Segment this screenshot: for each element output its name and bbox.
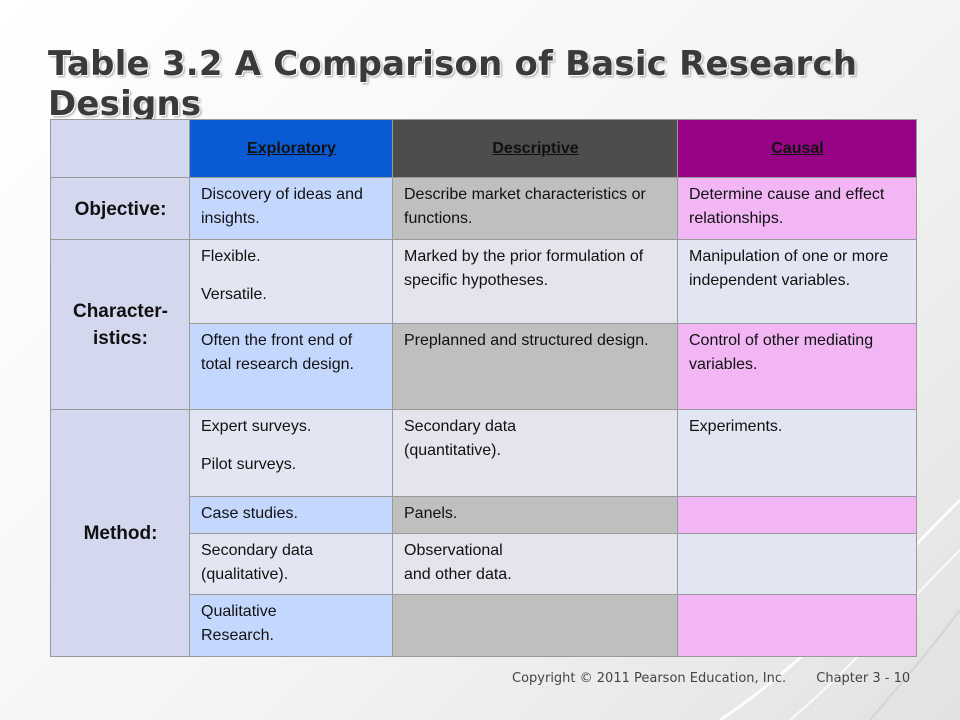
cell-text-qualitative-line1: Qualitative: [201, 603, 277, 620]
row-label-method: Method:: [50, 409, 190, 657]
row-label-characteristics-line1: Character-: [72, 301, 169, 322]
copyright-notice: Copyright © 2011 Pearson Education, Inc.: [512, 671, 787, 686]
table-row-method-2: Case studies. Panels.: [51, 496, 917, 534]
table-row-method-3: Secondary data (qualitative). Observatio…: [51, 533, 917, 595]
cell-characteristics-exploratory-2: Often the front end of total research de…: [189, 323, 393, 410]
cell-characteristics-descriptive-1: Marked by the prior formulation of speci…: [392, 239, 678, 324]
cell-text-versatile: Versatile.: [201, 286, 267, 303]
table-row-characteristics-1: Character- istics: Flexible. Versatile. …: [50, 239, 917, 410]
column-header-causal[interactable]: Causal: [677, 119, 917, 178]
cell-method-exploratory-2: Case studies.: [189, 496, 393, 534]
chapter-page-number: Chapter 3 - 10: [816, 671, 911, 686]
cell-characteristics-exploratory-1: Flexible. Versatile.: [189, 239, 393, 324]
cell-objective-exploratory: Discovery of ideas and insights.: [189, 177, 393, 240]
row-label-characteristics: Character- istics:: [50, 239, 190, 410]
cell-method-exploratory-3: Secondary data (qualitative).: [189, 533, 393, 595]
table-header-row: Exploratory Descriptive Causal: [50, 119, 917, 178]
cell-method-exploratory-4: Qualitative Research.: [189, 594, 393, 657]
cell-method-causal-4: [677, 594, 917, 657]
cell-text-observational-line2: and other data.: [404, 566, 512, 583]
cell-text-observational-line1: Observational: [404, 542, 503, 559]
cell-characteristics-descriptive-2: Preplanned and structured design.: [392, 323, 678, 410]
cell-method-descriptive-4: [392, 594, 678, 657]
cell-text-secondary-qual-line1: Secondary data: [201, 542, 314, 559]
cell-text-qualitative-line2: Research.: [201, 627, 274, 644]
column-header-descriptive[interactable]: Descriptive: [392, 119, 678, 178]
cell-method-descriptive-3: Observational and other data.: [392, 533, 678, 595]
table-row-objective: Objective: Discovery of ideas and insigh…: [50, 177, 917, 240]
column-header-exploratory[interactable]: Exploratory: [189, 119, 393, 178]
row-label-characteristics-line2: istics:: [93, 328, 148, 349]
cell-objective-causal: Determine cause and effect relationships…: [677, 177, 917, 240]
row-label-objective: Objective:: [50, 177, 190, 240]
cell-text-expert-surveys: Expert surveys.: [201, 418, 312, 435]
comparison-table: Exploratory Descriptive Causal Objective…: [50, 119, 917, 657]
cell-text-flexible: Flexible.: [201, 248, 261, 265]
cell-objective-descriptive: Describe market characteristics or funct…: [392, 177, 678, 240]
cell-text-secondary-quant-line1: Secondary data: [404, 418, 517, 435]
cell-characteristics-causal-1: Manipulation of one or more independent …: [677, 239, 917, 324]
cell-method-causal-1: Experiments.: [677, 409, 917, 497]
table-row-method-1: Method: Expert surveys. Pilot surveys. S…: [50, 409, 917, 657]
cell-method-descriptive-1: Secondary data (quantitative).: [392, 409, 678, 497]
table-corner-cell: [50, 119, 190, 178]
slide-title: Table 3.2 A Comparison of Basic Research…: [48, 44, 858, 124]
slide-footer: Copyright © 2011 Pearson Education, Inc.…: [512, 671, 910, 686]
table-row-characteristics-2: Often the front end of total research de…: [51, 323, 917, 410]
cell-method-causal-3: [677, 533, 917, 595]
cell-text-secondary-qual-line2: (qualitative).: [201, 566, 289, 583]
cell-method-exploratory-1: Expert surveys. Pilot surveys.: [189, 409, 393, 497]
cell-text-pilot-surveys: Pilot surveys.: [201, 456, 297, 473]
cell-characteristics-causal-2: Control of other mediating variables.: [677, 323, 917, 410]
cell-method-descriptive-2: Panels.: [392, 496, 678, 534]
cell-method-causal-2: [677, 496, 917, 534]
cell-text-secondary-quant-line2: (quantitative).: [404, 442, 501, 459]
table-row-method-4: Qualitative Research.: [51, 594, 917, 657]
